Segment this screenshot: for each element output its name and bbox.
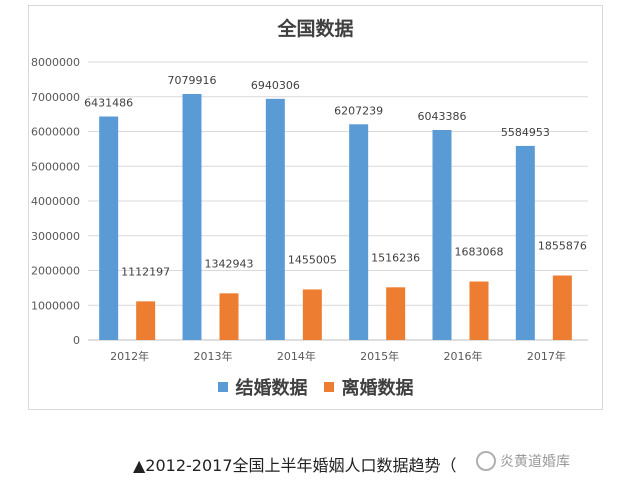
y-tick-label: 7000000 [31,91,80,104]
divorce-data-label: 1683068 [455,246,504,259]
x-tick-label: 2013年 [194,349,233,363]
y-tick-label: 2000000 [31,265,80,278]
divorce-bar [552,275,572,340]
marriage-bar [515,145,535,340]
divorce-data-label: 1516236 [371,251,420,264]
watermark: 炎黄道婚库 [476,448,616,474]
x-tick-label: 2015年 [360,349,399,363]
x-tick-label: 2016年 [444,349,483,363]
figure-caption: ▲2012-2017全国上半年婚姻人口数据趋势（ [133,456,457,475]
legend-item-marriage: 结婚数据 [217,374,308,400]
legend: 结婚数据 离婚数据 [28,374,603,400]
legend-swatch-divorce [323,382,334,392]
divorce-bar [386,287,406,340]
marriage-data-label: 6207239 [334,104,383,117]
marriage-data-label: 6043386 [418,110,467,123]
divorce-bar [302,289,322,340]
divorce-data-label: 1855876 [538,240,587,253]
divorce-data-label: 1455005 [288,253,337,266]
legend-label-marriage: 结婚数据 [235,378,308,399]
x-tick-label: 2014年 [277,349,316,363]
legend-item-divorce: 离婚数据 [323,374,414,400]
divorce-bar [219,293,239,340]
y-tick-label: 3000000 [31,230,80,243]
wechat-logo-icon [476,451,496,471]
y-tick-label: 1000000 [31,299,80,312]
marriage-data-label: 6940306 [251,79,300,92]
divorce-data-label: 1342943 [205,257,254,270]
y-tick-label: 0 [73,334,80,347]
chart-title: 全国数据 [277,18,354,40]
marriage-bar [99,116,119,340]
x-tick-label: 2017年 [527,349,566,363]
y-tick-label: 5000000 [31,160,80,173]
marriage-data-label: 7079916 [168,74,217,87]
marriage-bar [265,98,285,340]
divorce-data-label: 1112197 [121,265,170,278]
divorce-bar [136,301,156,340]
divorce-bar [469,281,489,340]
chart-frame [28,5,603,410]
marriage-bar [432,129,452,340]
x-tick-label: 2012年 [110,349,149,363]
marriage-data-label: 6431486 [84,97,133,110]
watermark-text: 炎黄道婚库 [500,454,570,470]
legend-swatch-marriage [217,382,228,392]
y-tick-label: 6000000 [31,126,80,139]
marriage-bar [182,93,202,340]
marriage-data-label: 5584953 [501,126,550,139]
y-tick-label: 8000000 [31,56,80,69]
legend-label-divorce: 离婚数据 [341,378,414,399]
y-tick-label: 4000000 [31,195,80,208]
marriage-bar [349,124,369,340]
